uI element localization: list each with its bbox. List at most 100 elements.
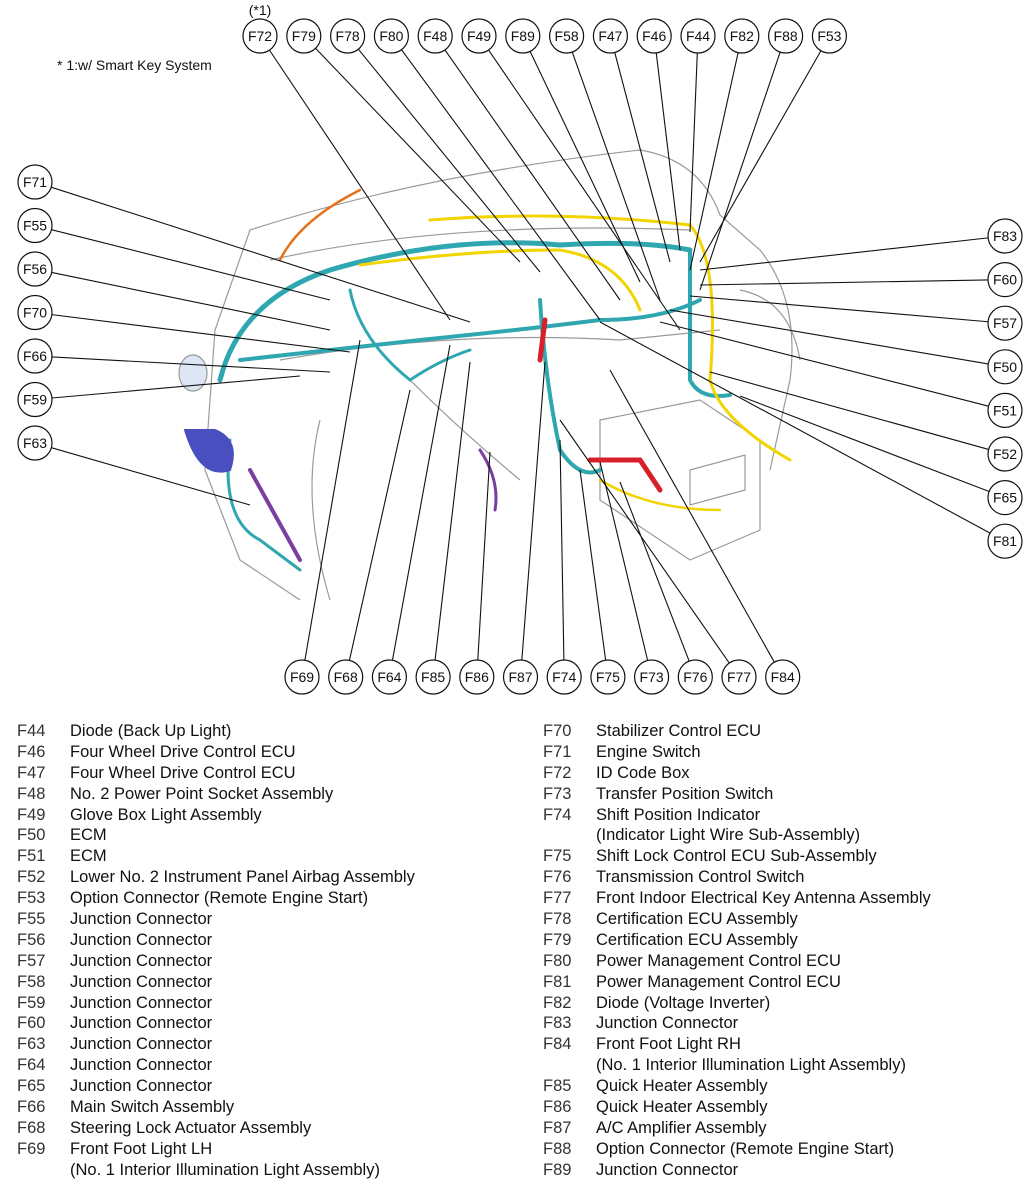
leader-line-f84: [609, 369, 775, 663]
legend-code: F48: [17, 784, 46, 803]
callout-f55: F55: [17, 207, 53, 244]
callout-label: F65: [993, 490, 1017, 506]
callout-circle: [505, 18, 541, 54]
legend-code: F88: [543, 1139, 572, 1158]
leader-line-f87: [521, 361, 546, 661]
callout-circle: [17, 338, 53, 374]
legend-code: F57: [17, 951, 46, 970]
footnote-marker: (*1): [249, 2, 272, 18]
callout-label: F84: [771, 669, 795, 685]
callout-f83: F83: [987, 218, 1023, 254]
leader-line-f55: [51, 229, 331, 301]
callout-label: F68: [334, 669, 358, 685]
callout-label: F46: [642, 28, 666, 44]
legend-label: ID Code Box: [596, 763, 690, 782]
callout-f50: F50: [987, 349, 1023, 385]
leader-line-f71: [51, 186, 471, 323]
callout-label: F51: [993, 402, 1017, 418]
leader-line-f47: [614, 52, 671, 263]
wiring-location-diagram: F72 F79 F78 F80 F48 F49 F89 F58 F47 F46 F44 F82 F88 F…: [17, 2, 1023, 695]
leader-line-f78: [357, 48, 541, 273]
legend-code: F53: [17, 889, 46, 908]
leader-line-f48: [444, 49, 621, 301]
legend-label: Power Management Control ECU: [596, 972, 841, 991]
legend-label: Junction Connector: [596, 1014, 739, 1033]
legend-label: Junction Connector: [70, 930, 213, 949]
legend-code: F80: [543, 951, 572, 970]
legend-code: F66: [17, 1098, 46, 1117]
callout-label: F71: [23, 174, 47, 190]
callout-circle: [330, 18, 366, 54]
legend-label: Front Foot Light LH: [70, 1139, 213, 1158]
callout-f79: F79: [286, 18, 322, 54]
legend-label: Junction Connector: [70, 910, 213, 929]
callout-f81: F81: [987, 523, 1023, 559]
callout-circle: [415, 659, 451, 695]
callout-f69: F69: [284, 659, 320, 695]
callout-circle: [987, 480, 1023, 516]
callout-circle: [987, 262, 1023, 298]
legend-label: Certification ECU Assembly: [596, 910, 798, 929]
legend-label: Junction Connector: [70, 972, 213, 991]
callout-f76: F76: [677, 659, 713, 695]
callout-label: F63: [23, 435, 47, 451]
legend-code: F86: [543, 1098, 572, 1117]
legend-code: F64: [17, 1056, 46, 1075]
callout-label: F73: [640, 669, 664, 685]
callout-f52: F52: [987, 436, 1023, 472]
callout-circle: [417, 18, 453, 54]
legend-label: Power Management Control ECU: [596, 951, 841, 970]
callout-circle: [546, 659, 582, 695]
callout-label: F52: [993, 446, 1017, 462]
callout-f68: F68: [328, 659, 364, 695]
legend-code: F87: [543, 1118, 572, 1137]
legend-label: Transmission Control Switch: [596, 868, 805, 887]
legend-code: F58: [17, 972, 46, 991]
callout-circle: [502, 659, 539, 695]
callout-label: F48: [423, 28, 447, 44]
legend-label: Junction Connector: [70, 1056, 213, 1075]
leader-line-f66: [51, 356, 331, 373]
legend-code: F51: [17, 847, 46, 866]
legend-label: Junction Connector: [70, 951, 213, 970]
leader-line-f73: [599, 461, 649, 661]
legend-code: F59: [17, 993, 46, 1012]
legend-label: Main Switch Assembly: [70, 1098, 235, 1117]
legend-code: F56: [17, 930, 46, 949]
leader-line-f44: [689, 52, 698, 233]
leader-line-f85: [434, 361, 471, 661]
callout-label: F72: [248, 28, 272, 44]
callout-f49: F49: [461, 18, 497, 54]
legend-label: Quick Heater Assembly: [596, 1098, 768, 1117]
legend-code: F84: [543, 1035, 572, 1054]
leader-line-f74: [559, 439, 565, 661]
callout-f89: F89: [505, 18, 541, 54]
callout-f84: F84: [765, 659, 801, 695]
callout-circle: [590, 659, 626, 695]
leader-line-f86: [477, 451, 491, 661]
legend-code: F50: [17, 826, 46, 845]
callout-f44: F44: [680, 18, 716, 54]
callout-circle: [286, 18, 322, 54]
callout-f57: F57: [987, 305, 1023, 341]
legend-code: F68: [17, 1118, 46, 1137]
callout-label: F89: [511, 28, 535, 44]
callout-label: F86: [465, 669, 489, 685]
legend-label: Four Wheel Drive Control ECU: [70, 742, 296, 761]
callout-circle: [636, 18, 672, 54]
legend-code: F76: [543, 868, 572, 887]
leader-line-f46: [655, 52, 681, 251]
leader-line-f82: [689, 52, 739, 271]
callout-label: F81: [993, 533, 1017, 549]
leader-line-f89: [529, 51, 641, 283]
callout-circle: [987, 349, 1023, 385]
callout-label: F74: [552, 669, 576, 685]
callout-circle: [633, 659, 670, 695]
legend-code: F82: [543, 993, 572, 1012]
legend-label: Option Connector (Remote Engine Start): [596, 1139, 895, 1158]
callout-f53: F53: [811, 18, 848, 54]
callout-label: F47: [598, 28, 622, 44]
callout-circle: [548, 18, 585, 54]
callout-label: F56: [23, 261, 47, 277]
callout-label: F58: [555, 28, 579, 44]
